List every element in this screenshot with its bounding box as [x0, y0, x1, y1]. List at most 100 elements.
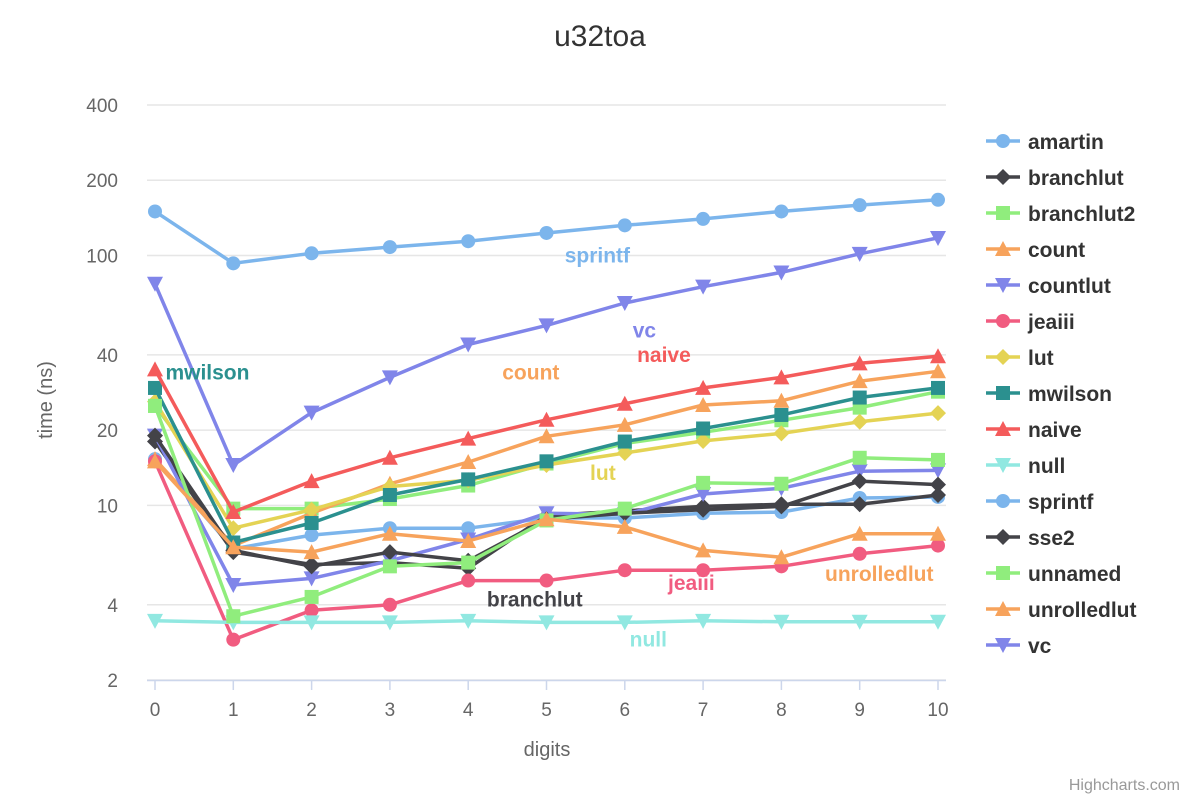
data-point-sse2[interactable] [303, 558, 320, 575]
data-point-sprintf[interactable] [226, 256, 241, 271]
data-point-null[interactable] [147, 613, 163, 629]
data-point-jeaiii[interactable] [852, 546, 867, 561]
legend-label[interactable]: vc [1028, 635, 1052, 658]
data-point-unrolledlut[interactable] [851, 525, 868, 541]
legend-label[interactable]: amartin [1028, 131, 1104, 154]
data-point-unnamed[interactable] [226, 609, 241, 624]
data-point-mwilson[interactable] [148, 380, 162, 395]
legend-marker[interactable] [996, 206, 1010, 220]
legend-label[interactable]: count [1028, 239, 1085, 262]
data-point-unrolledlut[interactable] [381, 525, 398, 541]
data-point-naive[interactable] [538, 411, 555, 427]
data-point-count[interactable] [538, 428, 555, 444]
data-point-countlut[interactable] [303, 571, 320, 587]
legend-label[interactable]: jeaiii [1027, 311, 1075, 334]
data-point-mwilson[interactable] [931, 380, 945, 395]
data-point-null[interactable] [930, 614, 946, 630]
legend-marker[interactable] [996, 134, 1010, 148]
data-point-unnamed[interactable] [852, 450, 867, 465]
data-point-sprintf[interactable] [696, 211, 711, 226]
data-point-mwilson[interactable] [461, 472, 476, 487]
legend-marker[interactable] [995, 349, 1011, 365]
data-point-unrolledlut[interactable] [695, 542, 712, 558]
data-point-jeaiii[interactable] [226, 632, 241, 647]
data-point-naive[interactable] [147, 361, 163, 377]
legend-label[interactable]: unnamed [1028, 563, 1121, 586]
data-point-unrolledlut[interactable] [930, 525, 946, 541]
data-point-branchlut[interactable] [851, 496, 868, 513]
legend-label[interactable]: sprintf [1028, 491, 1094, 514]
data-point-mwilson[interactable] [382, 487, 397, 502]
series-line-branchlut2[interactable] [153, 389, 940, 511]
legend-label[interactable]: unrolledlut [1028, 599, 1137, 622]
data-point-unnamed[interactable] [617, 501, 632, 516]
data-point-naive[interactable] [930, 348, 946, 364]
data-point-null[interactable] [303, 615, 320, 631]
data-point-naive[interactable] [851, 355, 868, 371]
data-point-sprintf[interactable] [774, 204, 789, 219]
data-point-sse2[interactable] [930, 476, 946, 493]
data-point-sprintf[interactable] [852, 198, 867, 213]
data-point-unnamed[interactable] [382, 559, 397, 574]
data-point-countlut[interactable] [225, 577, 242, 593]
data-point-unnamed[interactable] [696, 475, 711, 490]
data-point-count[interactable] [930, 363, 946, 379]
data-point-jeaiii[interactable] [304, 603, 319, 618]
legend-item-amartin[interactable]: amartin [986, 131, 1104, 154]
legend-label[interactable]: mwilson [1028, 383, 1112, 406]
legend-label[interactable]: naive [1028, 419, 1082, 442]
data-point-branchlut[interactable] [930, 486, 946, 503]
data-point-null[interactable] [616, 615, 633, 631]
legend-label[interactable]: sse2 [1028, 527, 1075, 550]
legend-item-jeaiii[interactable]: jeaiii [986, 311, 1075, 334]
legend-item-naive[interactable]: naive [986, 419, 1082, 442]
data-point-sprintf[interactable] [382, 240, 397, 255]
data-point-unrolledlut[interactable] [303, 544, 320, 560]
legend-marker[interactable] [995, 241, 1011, 256]
data-point-naive[interactable] [460, 430, 477, 446]
legend-item-count[interactable]: count [986, 239, 1085, 262]
data-point-count[interactable] [773, 392, 790, 408]
legend-label[interactable]: lut [1028, 347, 1054, 370]
legend-marker[interactable] [995, 638, 1011, 653]
legend-marker[interactable] [995, 278, 1011, 293]
data-point-null[interactable] [695, 613, 712, 629]
data-point-lut[interactable] [616, 444, 633, 461]
data-point-mwilson[interactable] [852, 390, 867, 405]
legend-marker[interactable] [995, 169, 1011, 185]
data-point-naive[interactable] [225, 504, 242, 520]
legend-marker[interactable] [996, 386, 1010, 400]
data-point-sprintf[interactable] [148, 204, 162, 219]
data-point-countlut[interactable] [930, 463, 946, 479]
data-point-jeaiii[interactable] [539, 573, 554, 588]
data-point-jeaiii[interactable] [617, 563, 632, 578]
data-point-lut[interactable] [851, 413, 868, 430]
data-point-sprintf[interactable] [539, 225, 554, 240]
data-point-null[interactable] [773, 614, 790, 630]
data-point-jeaiii[interactable] [461, 573, 476, 588]
data-point-lut[interactable] [695, 432, 712, 449]
legend-marker[interactable] [995, 529, 1011, 545]
data-point-lut[interactable] [773, 425, 790, 442]
data-point-countlut[interactable] [851, 464, 868, 480]
legend-item-unrolledlut[interactable]: unrolledlut [986, 599, 1137, 622]
legend-item-sse2[interactable]: sse2 [986, 527, 1075, 550]
data-point-unnamed[interactable] [304, 589, 319, 604]
data-point-vc[interactable] [538, 318, 555, 334]
legend-item-mwilson[interactable]: mwilson [986, 383, 1112, 406]
data-point-lut[interactable] [303, 501, 320, 518]
legend-item-lut[interactable]: lut [986, 347, 1054, 370]
data-point-naive[interactable] [695, 379, 712, 395]
data-point-unrolledlut[interactable] [538, 511, 555, 527]
data-point-null[interactable] [460, 613, 477, 629]
legend[interactable]: amartin branchlut branchlut2 count countlut j… [986, 131, 1137, 658]
data-point-vc[interactable] [773, 265, 790, 281]
data-point-sse2[interactable] [147, 427, 163, 444]
data-point-jeaiii[interactable] [382, 597, 397, 612]
data-point-unnamed[interactable] [774, 476, 789, 491]
data-point-count[interactable] [616, 416, 633, 432]
legend-marker[interactable] [996, 566, 1010, 580]
data-point-count[interactable] [695, 397, 712, 413]
legend-marker[interactable] [995, 458, 1011, 473]
data-point-vc[interactable] [460, 337, 477, 353]
